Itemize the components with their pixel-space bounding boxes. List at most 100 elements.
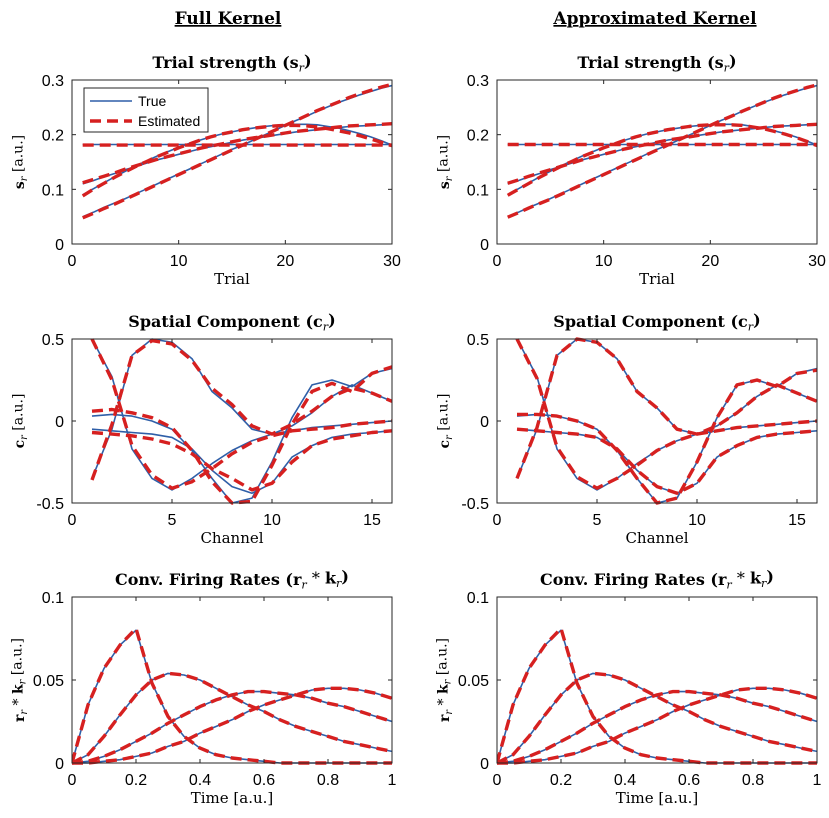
estimated-line-2 <box>90 338 392 481</box>
plot-frame <box>71 596 393 764</box>
plot-lines <box>90 338 392 505</box>
y-tick-label: 0 <box>55 414 64 431</box>
estimated-line-4 <box>507 122 817 185</box>
y-tick-label: 0.1 <box>467 182 489 199</box>
estimated-line-3 <box>506 123 817 197</box>
estimated-line-1 <box>515 338 817 490</box>
true-line-4 <box>507 123 817 185</box>
x-axis-label: Time [a.u.] <box>191 789 274 807</box>
y-axis-label: sr [a.u.] <box>11 135 30 189</box>
x-axis-label: Channel <box>625 529 688 547</box>
estimated-line-4 <box>497 686 817 765</box>
x-tick-label: 10 <box>170 253 188 270</box>
x-tick-label: 10 <box>688 512 706 529</box>
estimated-line-2 <box>515 337 817 480</box>
true-line-1 <box>516 338 817 491</box>
estimated-line-2 <box>82 82 392 220</box>
legend-true-label: True <box>138 93 166 109</box>
y-tick-label: 0.1 <box>467 590 489 607</box>
plot-lines <box>497 626 817 765</box>
x-axis-label: Time [a.u.] <box>616 789 699 807</box>
x-tick-label: 20 <box>276 253 294 270</box>
x-tick-label: 0 <box>68 512 77 529</box>
plot-title: Conv. Firing Rates (rr * kr) <box>115 567 349 591</box>
plot-frame <box>71 79 393 245</box>
true-line-2 <box>507 84 817 218</box>
true-line-4 <box>497 687 817 764</box>
x-tick-label: 0 <box>493 772 502 789</box>
x-tick-label: 0.2 <box>550 772 572 789</box>
y-tick-label: 0.05 <box>33 673 64 690</box>
true-line-4 <box>72 687 392 764</box>
x-tick-label: 15 <box>363 512 381 529</box>
plot-title: Trial strength (sr) <box>152 52 311 75</box>
x-tick-label: 5 <box>168 512 177 529</box>
plot-lines <box>506 83 817 219</box>
y-tick-label: 0.3 <box>42 73 64 90</box>
legend: True Estimated <box>83 87 209 133</box>
legend-box <box>83 87 209 133</box>
y-axis-label: sr [a.u.] <box>436 135 455 189</box>
x-tick-label: 0 <box>68 253 77 270</box>
y-tick-label: 0.2 <box>42 128 64 145</box>
estimated-line-4 <box>91 429 392 492</box>
panel-5: 0 0.2 0.4 0.6 0.8 1 0 0.05 0.1 Conv. Firing Rates… <box>9 567 396 807</box>
x-tick-label: 10 <box>263 512 281 529</box>
estimated-line-1 <box>90 338 392 490</box>
y-tick-label: 0.05 <box>458 673 489 690</box>
y-axis-label: cr [a.u.] <box>11 394 30 449</box>
y-tick-label: -0.5 <box>36 496 64 513</box>
y-tick-label: -0.5 <box>461 496 489 513</box>
y-axis-label: rr * kr [a.u.] <box>434 638 454 722</box>
estimated-line-3 <box>91 365 392 505</box>
x-tick-label: 0 <box>493 253 502 270</box>
column-title-full-kernel: Full Kernel <box>175 9 282 29</box>
x-tick-label: 0.8 <box>317 772 339 789</box>
estimated-line-3 <box>517 368 817 505</box>
x-tick-label: 20 <box>701 253 719 270</box>
x-tick-label: 5 <box>593 512 602 529</box>
y-tick-label: 0.2 <box>467 128 489 145</box>
true-line-3 <box>497 690 817 764</box>
x-tick-label: 0.8 <box>742 772 764 789</box>
y-tick-label: 0 <box>480 414 489 431</box>
y-axis-label: rr * kr [a.u.] <box>9 638 29 722</box>
x-tick-label: 30 <box>383 253 401 270</box>
x-tick-label: 1 <box>813 772 822 789</box>
plot-frame <box>496 338 818 504</box>
plot-frame <box>496 596 818 764</box>
x-tick-label: 10 <box>595 253 613 270</box>
y-tick-label: 0 <box>55 237 64 254</box>
x-tick-label: 0.2 <box>125 772 147 789</box>
true-line-4 <box>516 428 817 495</box>
panel-2: 0 10 20 30 0 0.1 0.2 0.3 Trial strength (sr) Tria… <box>436 52 826 288</box>
x-axis-label: Trial <box>639 270 675 288</box>
y-tick-label: 0 <box>55 756 64 773</box>
x-tick-label: 0.6 <box>253 772 275 789</box>
plot-frame <box>496 79 818 245</box>
y-tick-label: 0.1 <box>42 182 64 199</box>
x-tick-label: 1 <box>388 772 397 789</box>
estimated-line-3 <box>497 689 817 765</box>
x-tick-label: 15 <box>788 512 806 529</box>
y-tick-label: 0.5 <box>42 332 64 349</box>
y-tick-label: 0.5 <box>467 332 489 349</box>
x-tick-label: 0 <box>68 772 77 789</box>
plot-title: Spatial Component (cr) <box>128 311 335 334</box>
estimated-line-2 <box>507 83 817 219</box>
plot-lines <box>72 626 392 765</box>
plot-lines <box>515 337 817 505</box>
y-tick-label: 0 <box>480 756 489 773</box>
x-tick-label: 30 <box>808 253 826 270</box>
estimated-line-4 <box>516 427 817 495</box>
column-title-approximated-kernel: Approximated Kernel <box>552 9 757 29</box>
estimated-line-2 <box>72 671 392 765</box>
y-tick-label: 0.3 <box>467 73 489 90</box>
true-line-3 <box>507 123 817 196</box>
estimated-line-3 <box>81 123 392 198</box>
y-tick-label: 0.1 <box>42 590 64 607</box>
estimated-line-4 <box>72 686 392 765</box>
